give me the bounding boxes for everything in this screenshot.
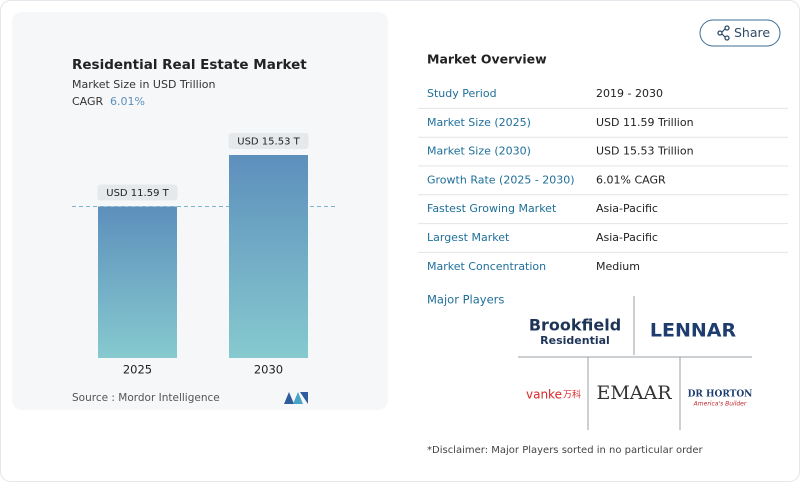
row-value: USD 15.53 Trillion (596, 145, 694, 158)
value-label: USD 15.53 T (237, 137, 300, 148)
disclaimer: *Disclaimer: Major Players sorted in no … (427, 445, 704, 456)
logo-vanke-cn: 万科 (563, 389, 581, 401)
logo-drhorton-sub: America's Builder (693, 401, 747, 408)
bar (98, 206, 177, 358)
x-tick-label: 2025 (123, 363, 152, 377)
cagr-label: CAGR (72, 95, 104, 108)
cagr-value: 6.01% (110, 95, 145, 108)
share-label[interactable]: Share (734, 25, 770, 40)
logo-brookfield: Brookfield (529, 316, 621, 335)
row-label: Market Size (2030) (427, 145, 531, 158)
chart-title: Residential Real Estate Market (72, 57, 307, 73)
row-value: 6.01% CAGR (596, 173, 666, 186)
row-label: Market Size (2025) (427, 116, 531, 129)
row-value: USD 11.59 Trillion (596, 116, 694, 129)
row-label: Largest Market (427, 231, 510, 244)
logo-drhorton: DR HORTON (688, 390, 753, 400)
value-label: USD 11.59 T (106, 188, 169, 199)
players-grid (518, 296, 752, 430)
overview-table: Study Period 2019 - 2030 Market Size (2025… (418, 87, 788, 273)
row-label: Fastest Growing Market (427, 202, 557, 215)
bar (229, 155, 308, 358)
row-value: Medium (596, 260, 640, 273)
source: Source : Mordor Intelligence (72, 392, 220, 404)
row-label: Market Concentration (427, 260, 546, 273)
logo-vanke: vanke (526, 388, 562, 402)
chart-subtitle: Market Size in USD Trillion (72, 78, 215, 91)
logo-brookfield-sub: Residential (540, 334, 610, 347)
mi-logo (284, 392, 308, 404)
overview-title: Market Overview (427, 52, 547, 67)
share-button[interactable]: Share (699, 19, 781, 47)
value-label-bg (97, 184, 178, 201)
row-value: Asia-Pacific (596, 231, 658, 244)
row-label: Study Period (427, 87, 497, 100)
players-title: Major Players (427, 293, 504, 307)
logo-emaar: EMAAR (596, 382, 672, 404)
row-label: Growth Rate (2025 - 2030) (427, 173, 575, 186)
value-label-bg (228, 133, 309, 149)
logo-lennar: LENNAR (650, 320, 737, 342)
row-value: 2019 - 2030 (596, 87, 663, 100)
row-value: Asia-Pacific (596, 202, 658, 215)
x-tick-label: 2030 (254, 363, 283, 377)
